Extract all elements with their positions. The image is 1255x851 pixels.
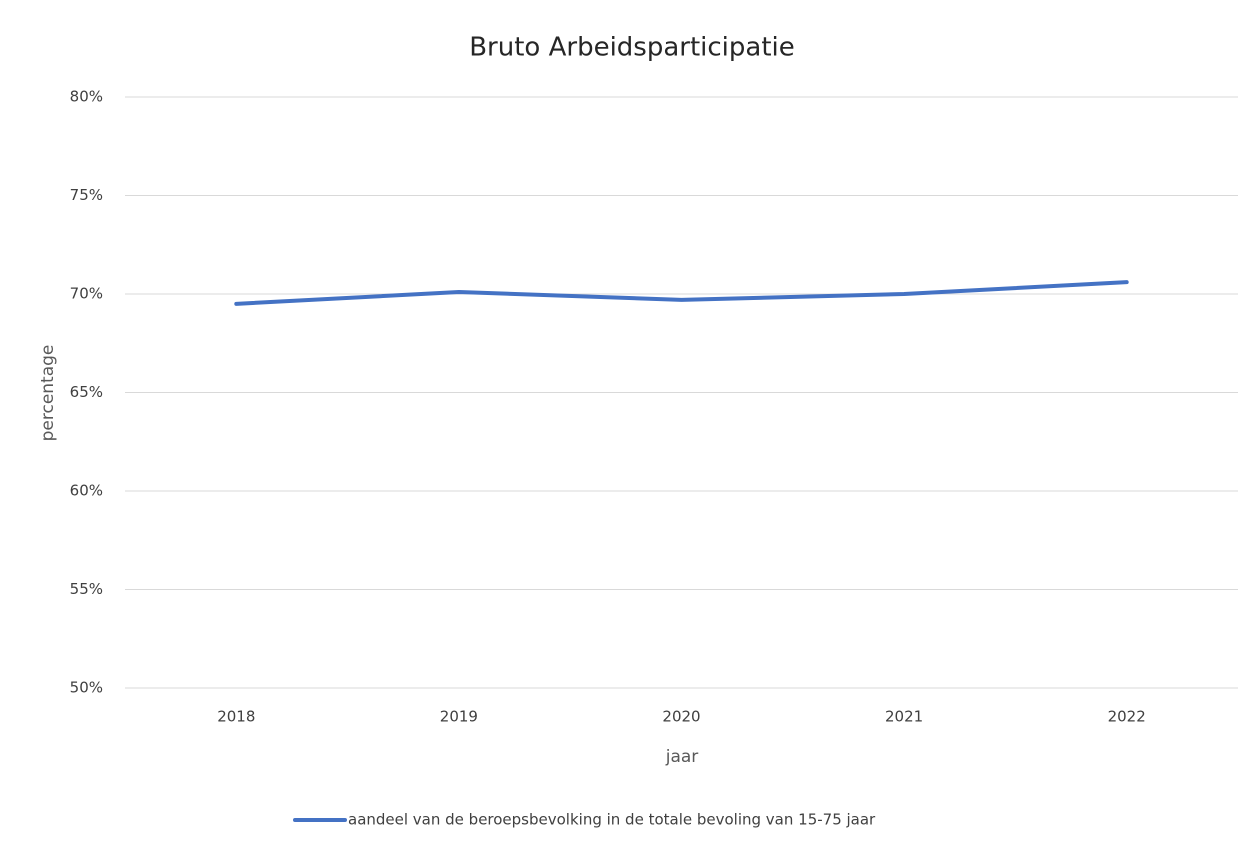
y-tick-label: 70% [70, 285, 103, 303]
x-tick-label: 2019 [440, 708, 478, 726]
y-tick-label: 55% [70, 580, 103, 598]
y-tick-label: 75% [70, 186, 103, 204]
y-axis-title: percentage [38, 345, 58, 442]
data-line [234, 280, 1129, 306]
x-tick-label: 2021 [885, 708, 923, 726]
x-tick-label: 2018 [217, 708, 255, 726]
x-tick-label: 2022 [1108, 708, 1146, 726]
y-tick-label: 80% [70, 88, 103, 106]
chart-title: Bruto Arbeidsparticipatie [469, 33, 795, 63]
y-tick-label: 65% [70, 383, 103, 401]
y-tick-label: 60% [70, 482, 103, 500]
x-axis-title: jaar [665, 747, 699, 767]
x-tick-label: 2020 [662, 708, 700, 726]
y-tick-label: 50% [70, 679, 103, 697]
legend-label: aandeel van de beroepsbevolking in de to… [348, 811, 876, 829]
